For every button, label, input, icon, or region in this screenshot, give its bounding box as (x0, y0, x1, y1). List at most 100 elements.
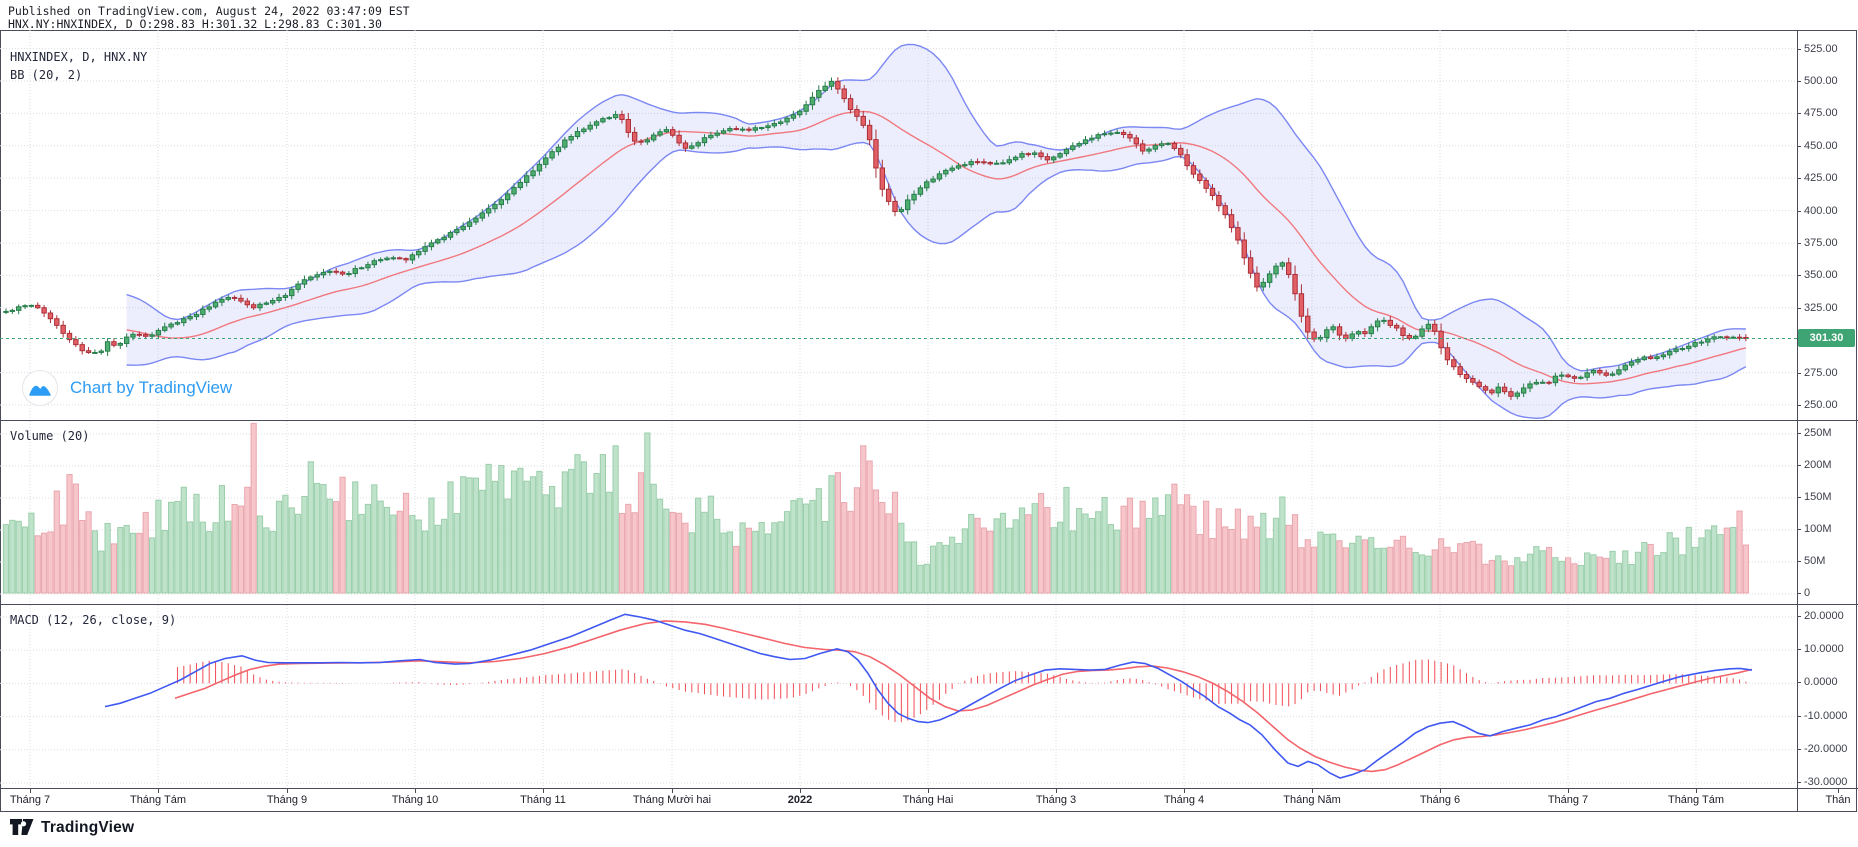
time-axis-tick (1440, 789, 1441, 793)
price-axis-tick (1797, 145, 1801, 147)
price-axis-tick (1797, 372, 1801, 374)
price-axis-tick (1797, 113, 1801, 115)
macd-axis-label: 20.0000 (1804, 609, 1844, 622)
price-axis-label: 475.00 (1804, 107, 1838, 120)
price-axis-label: 325.00 (1804, 301, 1838, 314)
macd-axis-label: -10.0000 (1804, 709, 1848, 722)
time-axis-label[interactable]: Tháng 7 (1547, 794, 1589, 806)
time-axis-label[interactable]: Tháng Hai (902, 794, 954, 806)
volume-axis-label: 50M (1804, 554, 1826, 567)
macd-axis-label: 10.0000 (1804, 643, 1844, 656)
price-axis-tick (1797, 48, 1801, 50)
price-scale-border (1797, 30, 1798, 812)
volume-indicator-legend[interactable]: Volume (20) (10, 429, 90, 443)
last-price-badge: 301.30 (1798, 329, 1855, 348)
published-header-line: Published on TradingView.com, August 24,… (8, 4, 410, 18)
price-axis-tick (1797, 242, 1801, 244)
volume-chart-canvas (0, 421, 1797, 604)
price-axis-label: 275.00 (1804, 366, 1838, 379)
macd-axis-tick (1797, 615, 1801, 617)
macd-axis-tick (1797, 782, 1801, 784)
volume-axis-tick (1797, 560, 1801, 562)
symbol-legend[interactable]: HNXINDEX, D, HNX.NY (10, 50, 148, 64)
macd-axis-tick (1797, 748, 1801, 750)
time-axis-tick (415, 789, 416, 793)
time-axis-label[interactable]: 2022 (787, 794, 813, 806)
macd-axis-label: -30.0000 (1804, 776, 1848, 789)
time-axis-tick (672, 789, 673, 793)
price-axis-label: 250.00 (1804, 398, 1838, 411)
bollinger-basis-line (126, 110, 1747, 385)
tradingview-cloud-icon (22, 370, 58, 406)
volume-axis-tick (1797, 592, 1801, 594)
price-axis-label: 400.00 (1804, 204, 1838, 217)
time-axis[interactable]: Tháng 7 Tháng Tám Tháng 9 Tháng 10 Tháng 11 T… (0, 789, 1858, 812)
macd-axis-label: -20.0000 (1804, 742, 1848, 755)
time-axis-label[interactable]: Tháng 6 (1419, 794, 1461, 806)
macd-indicator-legend[interactable]: MACD (12, 26, close, 9) (10, 613, 177, 627)
time-axis-tick (1696, 789, 1697, 793)
volume-pane[interactable]: Volume (20) (0, 421, 1797, 604)
footer-brand[interactable]: TradingView (10, 818, 134, 837)
bollinger-band-fill (126, 44, 1746, 419)
time-axis-label[interactable]: Tháng 4 (1163, 794, 1205, 806)
volume-axis-tick (1797, 464, 1801, 466)
time-axis-label[interactable]: Tháng 11 (520, 794, 566, 806)
time-axis-label[interactable]: Tháng 7 (9, 794, 51, 806)
price-axis-tick (1797, 80, 1801, 82)
price-axis-tick (1797, 404, 1801, 406)
macd-chart-canvas (0, 605, 1797, 788)
price-axis-label: 450.00 (1804, 139, 1838, 152)
time-axis-label[interactable]: Tháng 3 (1035, 794, 1077, 806)
price-axis-tick (1797, 178, 1801, 180)
time-axis-tick (543, 789, 544, 793)
price-axis-tick (1797, 275, 1801, 277)
tradingview-watermark[interactable]: Chart by TradingView (22, 370, 232, 406)
volume-axis-label: 200M (1804, 458, 1832, 471)
macd-histogram-layer (176, 659, 1747, 723)
price-axis-tick (1797, 307, 1801, 309)
candles-layer (3, 77, 1749, 401)
time-axis-label[interactable]: Tháng 10 (391, 794, 439, 806)
time-axis-label[interactable]: Tháng 9 (266, 794, 308, 806)
volume-axis-label: 250M (1804, 426, 1832, 439)
pane-separator[interactable] (0, 420, 1858, 421)
time-axis-tick (1312, 789, 1313, 793)
volume-axis-tick (1797, 432, 1801, 434)
price-axis-label: 350.00 (1804, 269, 1838, 282)
bollinger-upper-band (126, 43, 1746, 372)
bollinger-lower-band (126, 141, 1747, 420)
macd-line (104, 613, 1753, 779)
macd-axis-tick (1797, 715, 1801, 717)
time-axis-label[interactable]: Tháng Tám (129, 794, 187, 806)
time-axis-tick (287, 789, 288, 793)
macd-signal-line (174, 620, 1753, 773)
time-axis-label[interactable]: Tháng Năm (1283, 794, 1341, 806)
time-axis-tick (1184, 789, 1185, 793)
macd-axis-label: 0.0000 (1804, 676, 1838, 689)
price-axis-tick (1797, 210, 1801, 212)
time-axis-tick (158, 789, 159, 793)
time-axis-label[interactable]: Tháng Mười hai (632, 794, 712, 806)
pane-separator[interactable] (0, 604, 1858, 605)
time-axis-label[interactable]: Tháng Tám (1667, 794, 1725, 806)
volume-axis-tick (1797, 528, 1801, 530)
gridlines (0, 30, 1797, 420)
price-axis-label: 425.00 (1804, 172, 1838, 185)
time-axis-tick (1838, 789, 1839, 793)
price-pane[interactable]: HNXINDEX, D, HNX.NY BB (20, 2) (0, 30, 1797, 420)
volume-axis-label: 100M (1804, 522, 1832, 535)
bb-indicator-legend[interactable]: BB (20, 2) (10, 68, 83, 82)
watermark-label: Chart by TradingView (70, 378, 233, 397)
volume-bars-layer (2, 422, 1750, 594)
footer-brand-label: TradingView (41, 818, 135, 836)
volume-axis-label: 0 (1804, 586, 1811, 599)
time-axis-label[interactable]: Thán (1825, 794, 1851, 806)
time-axis-border (0, 788, 1858, 789)
time-axis-tick (1056, 789, 1057, 793)
macd-pane[interactable]: MACD (12, 26, close, 9) (0, 605, 1797, 788)
gridlines (0, 605, 1797, 788)
macd-axis-tick (1797, 649, 1801, 651)
price-axis-label: 525.00 (1804, 42, 1838, 55)
